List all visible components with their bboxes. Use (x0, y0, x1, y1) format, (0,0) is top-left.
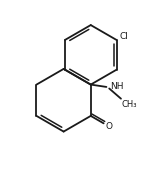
Text: NH: NH (110, 82, 124, 91)
Text: O: O (105, 122, 112, 131)
Text: CH₃: CH₃ (122, 100, 137, 109)
Text: Cl: Cl (120, 32, 128, 41)
